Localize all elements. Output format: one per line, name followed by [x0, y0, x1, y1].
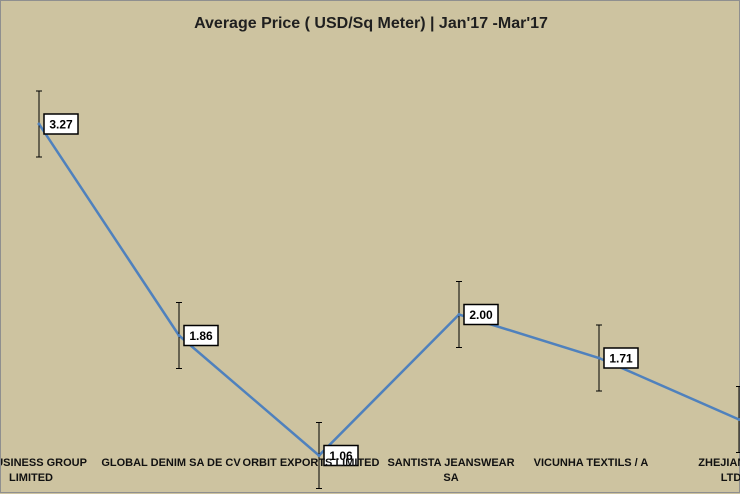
x-tick-label: ZHEJIANG TLTD	[698, 457, 740, 484]
series-line	[39, 124, 739, 456]
data-point	[598, 357, 601, 360]
data-label: 3.27	[44, 114, 78, 134]
data-label: 1.86	[184, 326, 218, 346]
data-point	[178, 334, 181, 337]
svg-text:3.27: 3.27	[49, 118, 73, 132]
data-label: 2.00	[464, 305, 498, 325]
svg-text:1.86: 1.86	[189, 329, 213, 343]
x-tick-label: VICUNHA TEXTILS / A	[534, 457, 649, 469]
svg-text:2.00: 2.00	[469, 308, 493, 322]
x-tick-label: ORBIT EXPORTS LIMITED	[243, 457, 380, 469]
x-tick-label: GLOBAL DENIM SA DE CV	[101, 457, 241, 469]
data-label: 1.71	[604, 348, 638, 368]
data-point	[38, 123, 41, 126]
svg-text:1.71: 1.71	[609, 352, 633, 366]
data-point	[458, 313, 461, 316]
